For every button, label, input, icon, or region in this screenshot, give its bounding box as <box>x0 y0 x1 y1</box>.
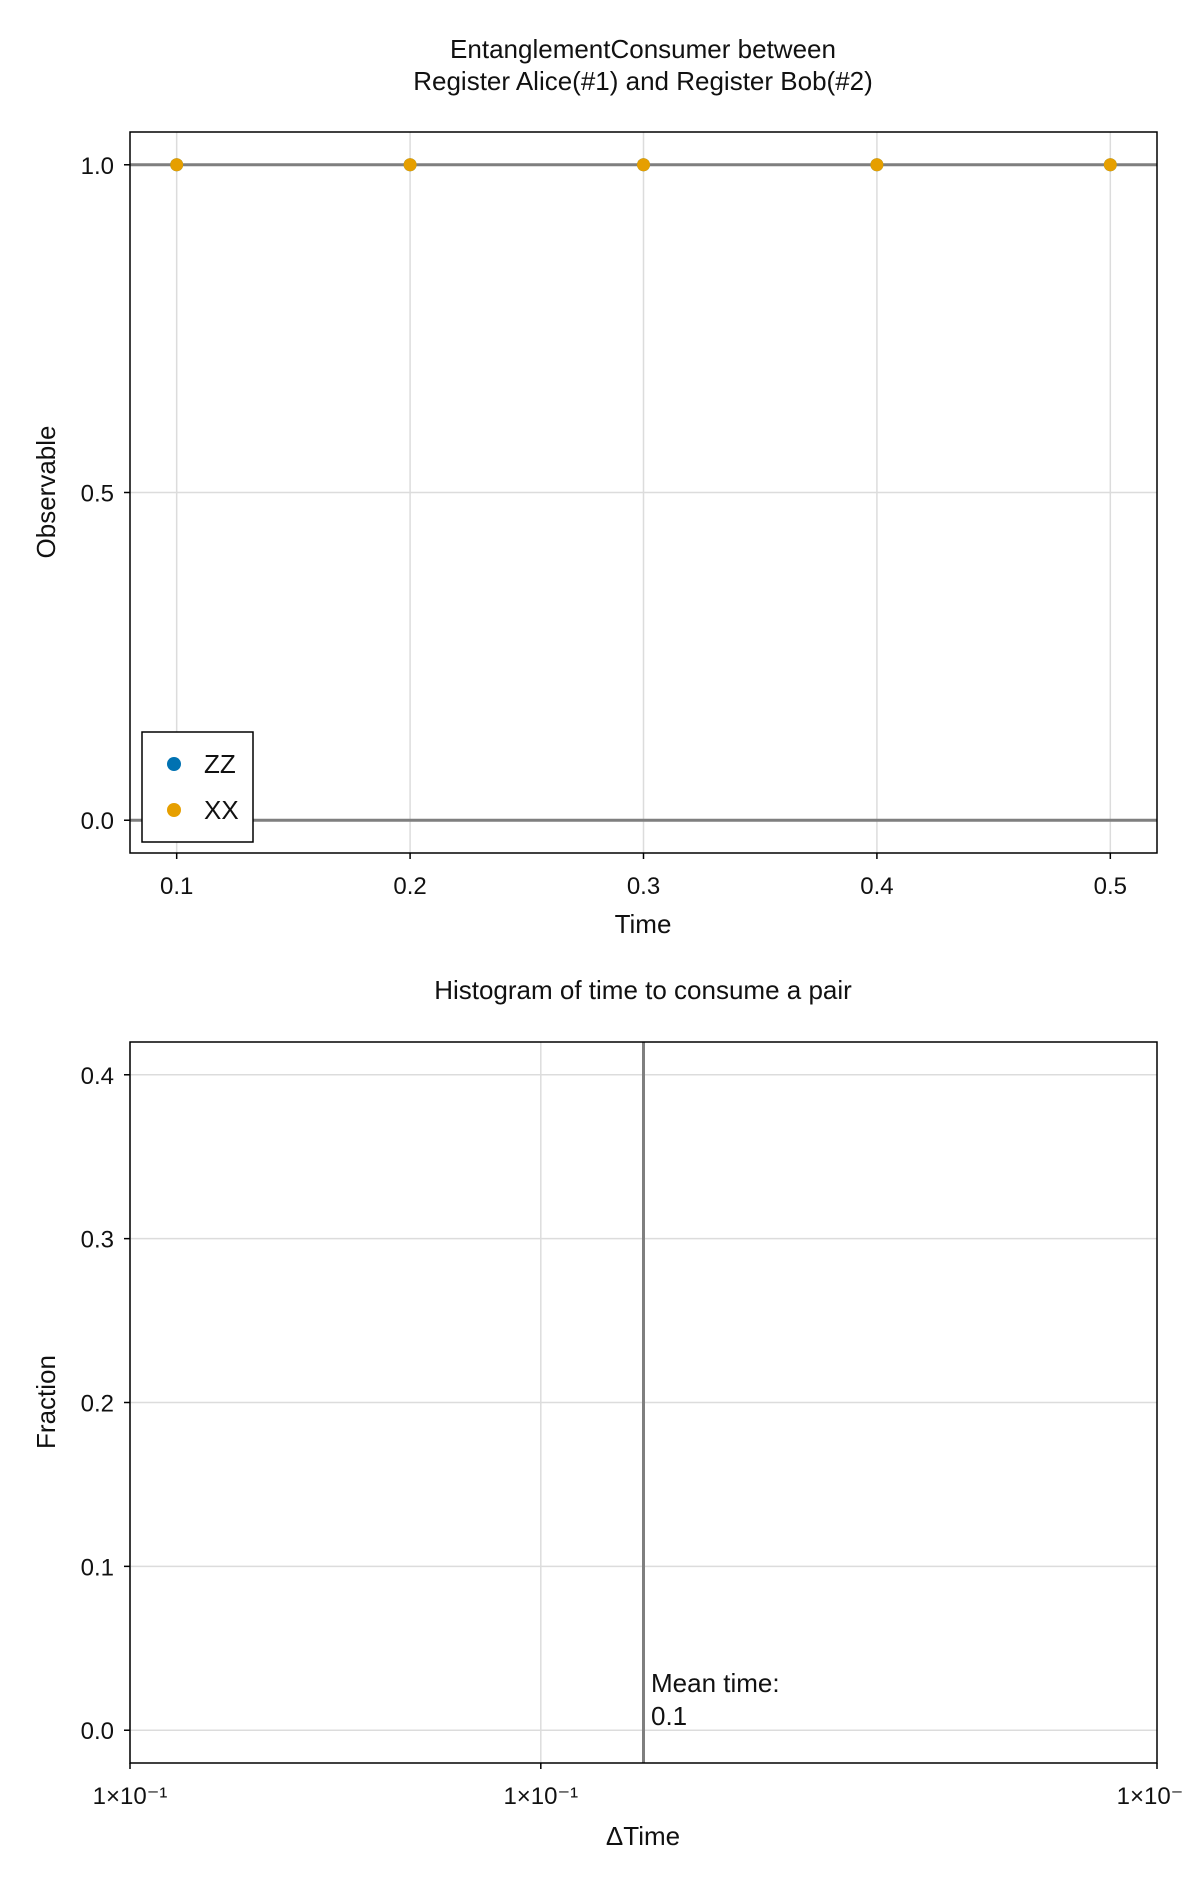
top-chart-x-axis-label: Time <box>615 909 672 939</box>
y-tick-label: 0.4 <box>81 1063 114 1090</box>
x-tick-label: 0.5 <box>1094 873 1127 900</box>
top-chart-y-ticks: 0.0 0.5 1.0 <box>81 153 130 835</box>
top-chart-y-axis-label: Observable <box>31 426 61 559</box>
x-tick-label: 0.1 <box>160 873 193 900</box>
x-tick-label: 1×10⁻ <box>1117 1783 1184 1810</box>
histogram-chart: Histogram of time to consume a pair Mean… <box>31 975 1183 1851</box>
x-tick-label: 0.4 <box>860 873 893 900</box>
legend-label-xx: XX <box>204 795 239 825</box>
bottom-chart-x-axis-label: ΔTime <box>606 1821 680 1851</box>
top-chart-grid <box>130 132 1157 853</box>
top-chart-x-ticks: 0.1 0.2 0.3 0.4 0.5 <box>160 853 1127 900</box>
observable-chart: EntanglementConsumer between Register Al… <box>31 34 1158 939</box>
bottom-chart-x-ticks: 1×10⁻¹ 1×10⁻¹ 1×10⁻ <box>93 1763 1184 1810</box>
y-tick-label: 0.2 <box>81 1391 114 1418</box>
legend-label-zz: ZZ <box>204 749 236 779</box>
x-tick-label: 0.3 <box>627 873 660 900</box>
bottom-chart-y-ticks: 0.0 0.1 0.2 0.3 0.4 <box>81 1063 130 1745</box>
legend-box <box>141 731 254 843</box>
bottom-chart-y-axis-label: Fraction <box>31 1355 61 1449</box>
data-point-xx <box>1103 158 1117 172</box>
legend-marker-zz <box>167 757 181 771</box>
top-chart-legend: ZZ XX <box>141 731 254 843</box>
legend-marker-xx <box>167 803 181 817</box>
x-tick-label: 1×10⁻¹ <box>503 1783 578 1810</box>
y-tick-label: 0.0 <box>81 1718 114 1745</box>
data-point-xx <box>870 158 884 172</box>
x-tick-label: 0.2 <box>393 873 426 900</box>
top-chart-points <box>170 158 1117 172</box>
y-tick-label: 0.0 <box>81 808 114 835</box>
top-chart-title-line1: EntanglementConsumer between <box>450 34 836 64</box>
top-chart-title-line2: Register Alice(#1) and Register Bob(#2) <box>413 66 873 96</box>
bottom-chart-title: Histogram of time to consume a pair <box>434 975 852 1005</box>
y-tick-label: 0.3 <box>81 1227 114 1254</box>
data-point-xx <box>637 158 650 172</box>
data-point-xx <box>403 158 417 172</box>
mean-time-annotation-line2: 0.1 <box>651 1701 687 1731</box>
data-point-xx <box>170 158 184 172</box>
y-tick-label: 0.5 <box>81 481 114 508</box>
y-tick-label: 1.0 <box>81 153 114 180</box>
mean-time-annotation-line1: Mean time: <box>651 1668 780 1698</box>
y-tick-label: 0.1 <box>81 1554 114 1581</box>
x-tick-label: 1×10⁻¹ <box>93 1783 168 1810</box>
